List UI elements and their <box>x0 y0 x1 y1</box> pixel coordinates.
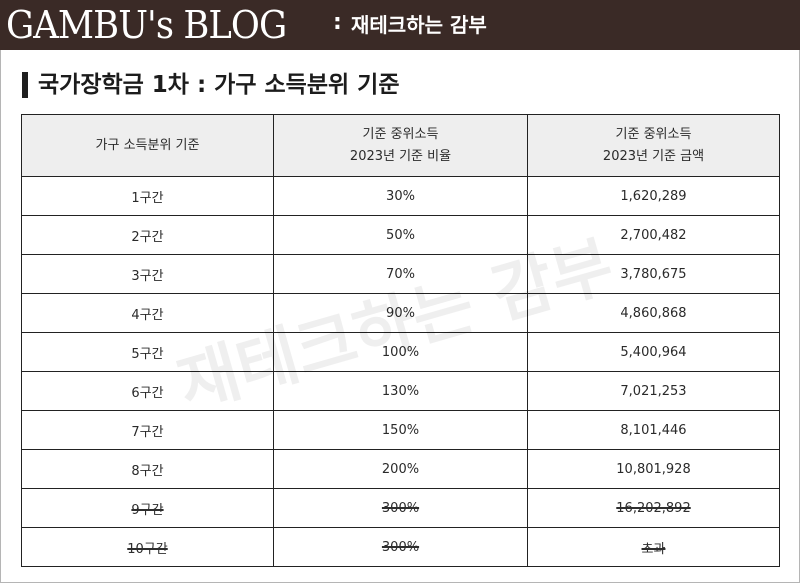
amount-cell-text: 16,202,892 <box>616 500 691 516</box>
bracket-cell-text: 10구간 <box>127 541 168 557</box>
header-bracket: 가구 소득분위 기준 <box>21 114 274 177</box>
table-row: 1구간 30% 1,620,289 <box>21 176 780 216</box>
bracket-cell: 6구간 <box>21 371 274 411</box>
bracket-cell: 4구간 <box>21 293 274 333</box>
bracket-cell: 9구간 <box>21 488 274 528</box>
header-ratio-line2: 2023년 기준 비율 <box>349 148 452 164</box>
table-row: 6구간 130% 7,021,253 <box>21 371 780 411</box>
bracket-cell-text: 7구간 <box>131 424 164 440</box>
ratio-cell-text: 50% <box>386 227 415 243</box>
bracket-cell-text: 5구간 <box>131 346 164 362</box>
amount-cell-text: 1,620,289 <box>620 188 687 204</box>
table-row: 10구간 300% 초과 <box>21 527 780 567</box>
amount-cell-text: 3,780,675 <box>620 266 687 282</box>
header-ratio-line1: 기준 중위소득 <box>362 126 439 142</box>
amount-cell-text: 2,700,482 <box>620 227 687 243</box>
amount-cell-text: 4,860,868 <box>620 305 687 321</box>
ratio-cell-text: 150% <box>381 422 420 438</box>
ratio-cell: 50% <box>273 215 528 255</box>
bracket-cell: 1구간 <box>21 176 274 216</box>
table-row: 5구간 100% 5,400,964 <box>21 332 780 372</box>
bracket-cell-text: 6구간 <box>131 385 164 401</box>
bracket-cell: 7구간 <box>21 410 274 450</box>
bracket-cell-text: 2구간 <box>131 229 164 245</box>
table-row: 8구간 200% 10,801,928 <box>21 449 780 489</box>
amount-cell: 2,700,482 <box>527 215 780 255</box>
amount-cell-text: 초과 <box>641 541 666 557</box>
ratio-cell: 300% <box>273 527 528 567</box>
amount-cell-text: 10,801,928 <box>616 461 691 477</box>
bracket-cell: 10구간 <box>21 527 274 567</box>
ratio-cell: 30% <box>273 176 528 216</box>
amount-cell: 7,021,253 <box>527 371 780 411</box>
ratio-cell-text: 30% <box>386 188 415 204</box>
bracket-cell: 8구간 <box>21 449 274 489</box>
amount-cell-text: 7,021,253 <box>620 383 687 399</box>
bracket-cell-text: 4구간 <box>131 307 164 323</box>
table-row: 7구간 150% 8,101,446 <box>21 410 780 450</box>
table-row: 4구간 90% 4,860,868 <box>21 293 780 333</box>
ratio-cell-text: 300% <box>381 500 420 516</box>
ratio-cell-text: 200% <box>381 461 420 477</box>
header-amount-line2: 2023년 기준 금액 <box>602 148 705 164</box>
amount-cell: 5,400,964 <box>527 332 780 372</box>
income-bracket-table: 가구 소득분위 기준 기준 중위소득 2023년 기준 비율 기준 중위소득 2… <box>21 114 780 567</box>
bracket-cell-text: 9구간 <box>131 502 164 518</box>
bracket-cell: 2구간 <box>21 215 274 255</box>
ratio-cell-text: 100% <box>381 344 420 360</box>
header-ratio: 기준 중위소득 2023년 기준 비율 <box>273 114 528 177</box>
ratio-cell: 70% <box>273 254 528 294</box>
ratio-cell: 200% <box>273 449 528 489</box>
header-amount: 기준 중위소득 2023년 기준 금액 <box>527 114 780 177</box>
ratio-cell-text: 70% <box>386 266 415 282</box>
header-separator: : <box>333 10 342 35</box>
header-bracket-line1: 가구 소득분위 기준 <box>95 137 200 153</box>
table-row: 3구간 70% 3,780,675 <box>21 254 780 294</box>
title-marker <box>22 72 28 98</box>
ratio-cell: 130% <box>273 371 528 411</box>
table-header-row: 가구 소득분위 기준 기준 중위소득 2023년 기준 비율 기준 중위소득 2… <box>21 114 780 177</box>
bracket-cell-text: 1구간 <box>131 190 164 206</box>
table-row: 9구간 300% 16,202,892 <box>21 488 780 528</box>
blog-header: GAMBU's BLOG : 재테크하는 감부 <box>0 0 800 50</box>
bracket-cell-text: 8구간 <box>131 463 164 479</box>
table-row: 2구간 50% 2,700,482 <box>21 215 780 255</box>
ratio-cell: 300% <box>273 488 528 528</box>
amount-cell: 1,620,289 <box>527 176 780 216</box>
bracket-cell-text: 3구간 <box>131 268 164 284</box>
table-body: 1구간 30% 1,620,289 2구간 50% 2,700,482 3구간 70% 3,78… <box>21 176 780 567</box>
bracket-cell: 3구간 <box>21 254 274 294</box>
amount-cell: 4,860,868 <box>527 293 780 333</box>
amount-cell: 16,202,892 <box>527 488 780 528</box>
amount-cell-text: 8,101,446 <box>620 422 687 438</box>
amount-cell: 8,101,446 <box>527 410 780 450</box>
header-amount-line1: 기준 중위소득 <box>615 126 692 142</box>
ratio-cell-text: 130% <box>381 383 420 399</box>
ratio-cell: 150% <box>273 410 528 450</box>
blog-tagline: 재테크하는 감부 <box>351 13 487 37</box>
ratio-cell: 90% <box>273 293 528 333</box>
blog-logo[interactable]: GAMBU's BLOG <box>6 3 287 47</box>
ratio-cell-text: 300% <box>381 539 420 555</box>
ratio-cell-text: 90% <box>386 305 415 321</box>
amount-cell-text: 5,400,964 <box>620 344 687 360</box>
ratio-cell: 100% <box>273 332 528 372</box>
page-title: 국가장학금 1차 : 가구 소득분위 기준 <box>38 72 400 98</box>
amount-cell: 3,780,675 <box>527 254 780 294</box>
amount-cell: 10,801,928 <box>527 449 780 489</box>
amount-cell: 초과 <box>527 527 780 567</box>
bracket-cell: 5구간 <box>21 332 274 372</box>
